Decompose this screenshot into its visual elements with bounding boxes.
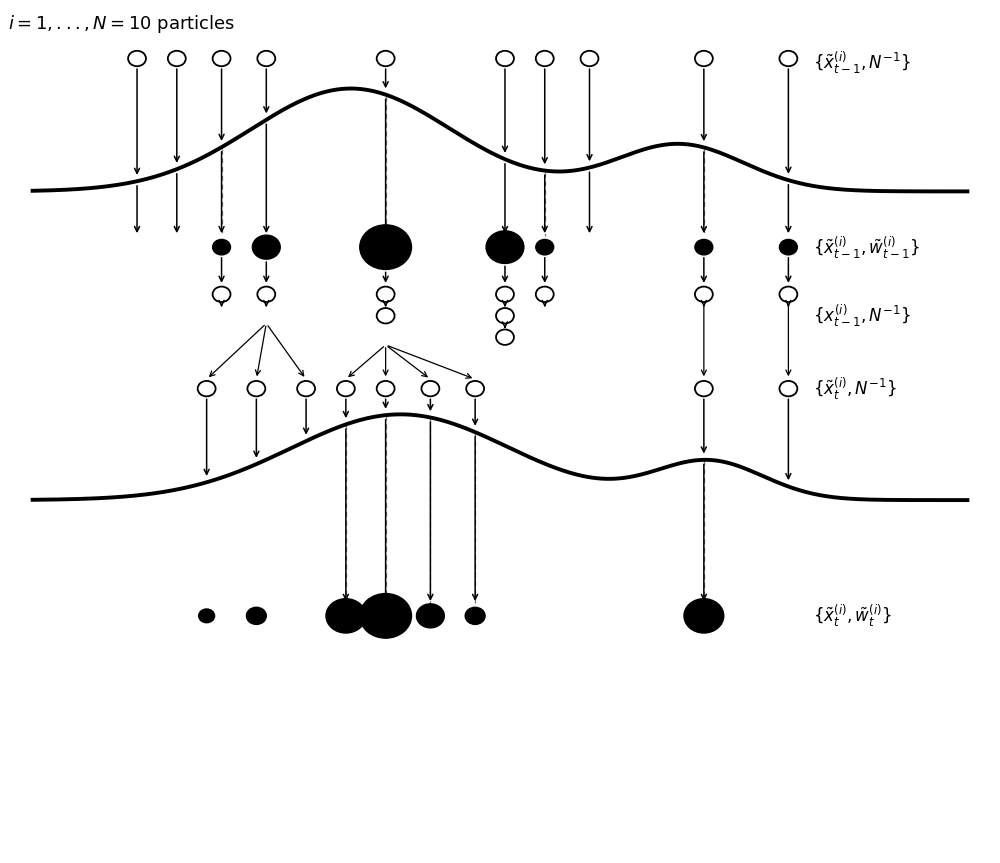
Text: $\{\tilde{x}_{t}^{(i)},\tilde{w}_{t}^{(i)}\}$: $\{\tilde{x}_{t}^{(i)},\tilde{w}_{t}^{(i… bbox=[813, 602, 892, 629]
Circle shape bbox=[684, 599, 724, 633]
Circle shape bbox=[213, 239, 231, 255]
Text: $\{\tilde{x}_{t-1}^{(i)},N^{-1}\}$: $\{\tilde{x}_{t-1}^{(i)},N^{-1}\}$ bbox=[813, 49, 911, 76]
Circle shape bbox=[199, 609, 215, 623]
Text: $\{x_{t-1}^{(i)},N^{-1}\}$: $\{x_{t-1}^{(i)},N^{-1}\}$ bbox=[813, 302, 911, 329]
Circle shape bbox=[252, 235, 280, 259]
Text: $\{\tilde{x}_{t}^{(i)},N^{-1}\}$: $\{\tilde{x}_{t}^{(i)},N^{-1}\}$ bbox=[813, 375, 897, 402]
Circle shape bbox=[695, 239, 713, 255]
Circle shape bbox=[416, 604, 444, 628]
Text: $\{\tilde{x}_{t-1}^{(i)},\tilde{w}_{t-1}^{(i)}\}$: $\{\tilde{x}_{t-1}^{(i)},\tilde{w}_{t-1}… bbox=[813, 234, 920, 261]
Text: $i=1,...,N=10$ particles: $i=1,...,N=10$ particles bbox=[8, 13, 235, 35]
Circle shape bbox=[360, 594, 411, 638]
Circle shape bbox=[779, 239, 797, 255]
Circle shape bbox=[486, 231, 524, 263]
Circle shape bbox=[465, 608, 485, 625]
Circle shape bbox=[326, 599, 366, 633]
Circle shape bbox=[246, 608, 266, 625]
Circle shape bbox=[360, 225, 411, 269]
Circle shape bbox=[536, 239, 554, 255]
